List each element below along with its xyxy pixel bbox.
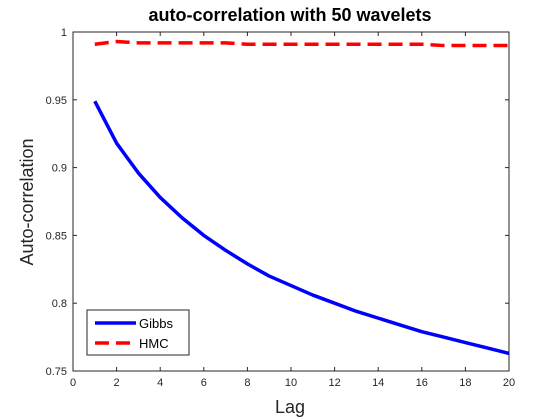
y-axis-label: Auto-correlation <box>17 138 37 265</box>
y-tick-label: 0.95 <box>46 95 67 107</box>
x-tick-label: 14 <box>372 377 384 389</box>
plot-area: 0 2 4 6 8 10 12 14 16 18 20 0.75 0.8 0.85 0.9 0.95 1 <box>46 27 516 389</box>
series-line-hmc <box>94 39 509 48</box>
x-tick-label: 10 <box>285 377 297 389</box>
y-tick-label: 0.8 <box>52 298 67 310</box>
y-tick-label: 0.75 <box>46 366 67 378</box>
legend-box <box>86 309 190 356</box>
y-tick-label: 1 <box>61 27 67 39</box>
x-tick-label: 8 <box>244 377 250 389</box>
x-tick-label: 0 <box>70 377 76 389</box>
x-tick-label: 16 <box>416 377 428 389</box>
series-line-gibbs <box>93 100 510 356</box>
y-tick-label: 0.9 <box>52 163 67 175</box>
legend: Gibbs HMC <box>86 309 190 356</box>
legend-label-gibbs: Gibbs <box>139 316 173 331</box>
x-tick-label: 20 <box>503 377 515 389</box>
x-tick-label: 4 <box>157 377 163 389</box>
legend-label-hmc: HMC <box>139 336 169 351</box>
chart-title: auto-correlation with 50 wavelets <box>148 5 431 25</box>
x-tick-label: 2 <box>114 377 120 389</box>
x-tick-label: 6 <box>201 377 207 389</box>
x-tick-label: 18 <box>459 377 471 389</box>
x-axis-label: Lag <box>275 397 305 417</box>
x-tick-label: 12 <box>328 377 340 389</box>
y-tick-label: 0.85 <box>46 230 67 242</box>
